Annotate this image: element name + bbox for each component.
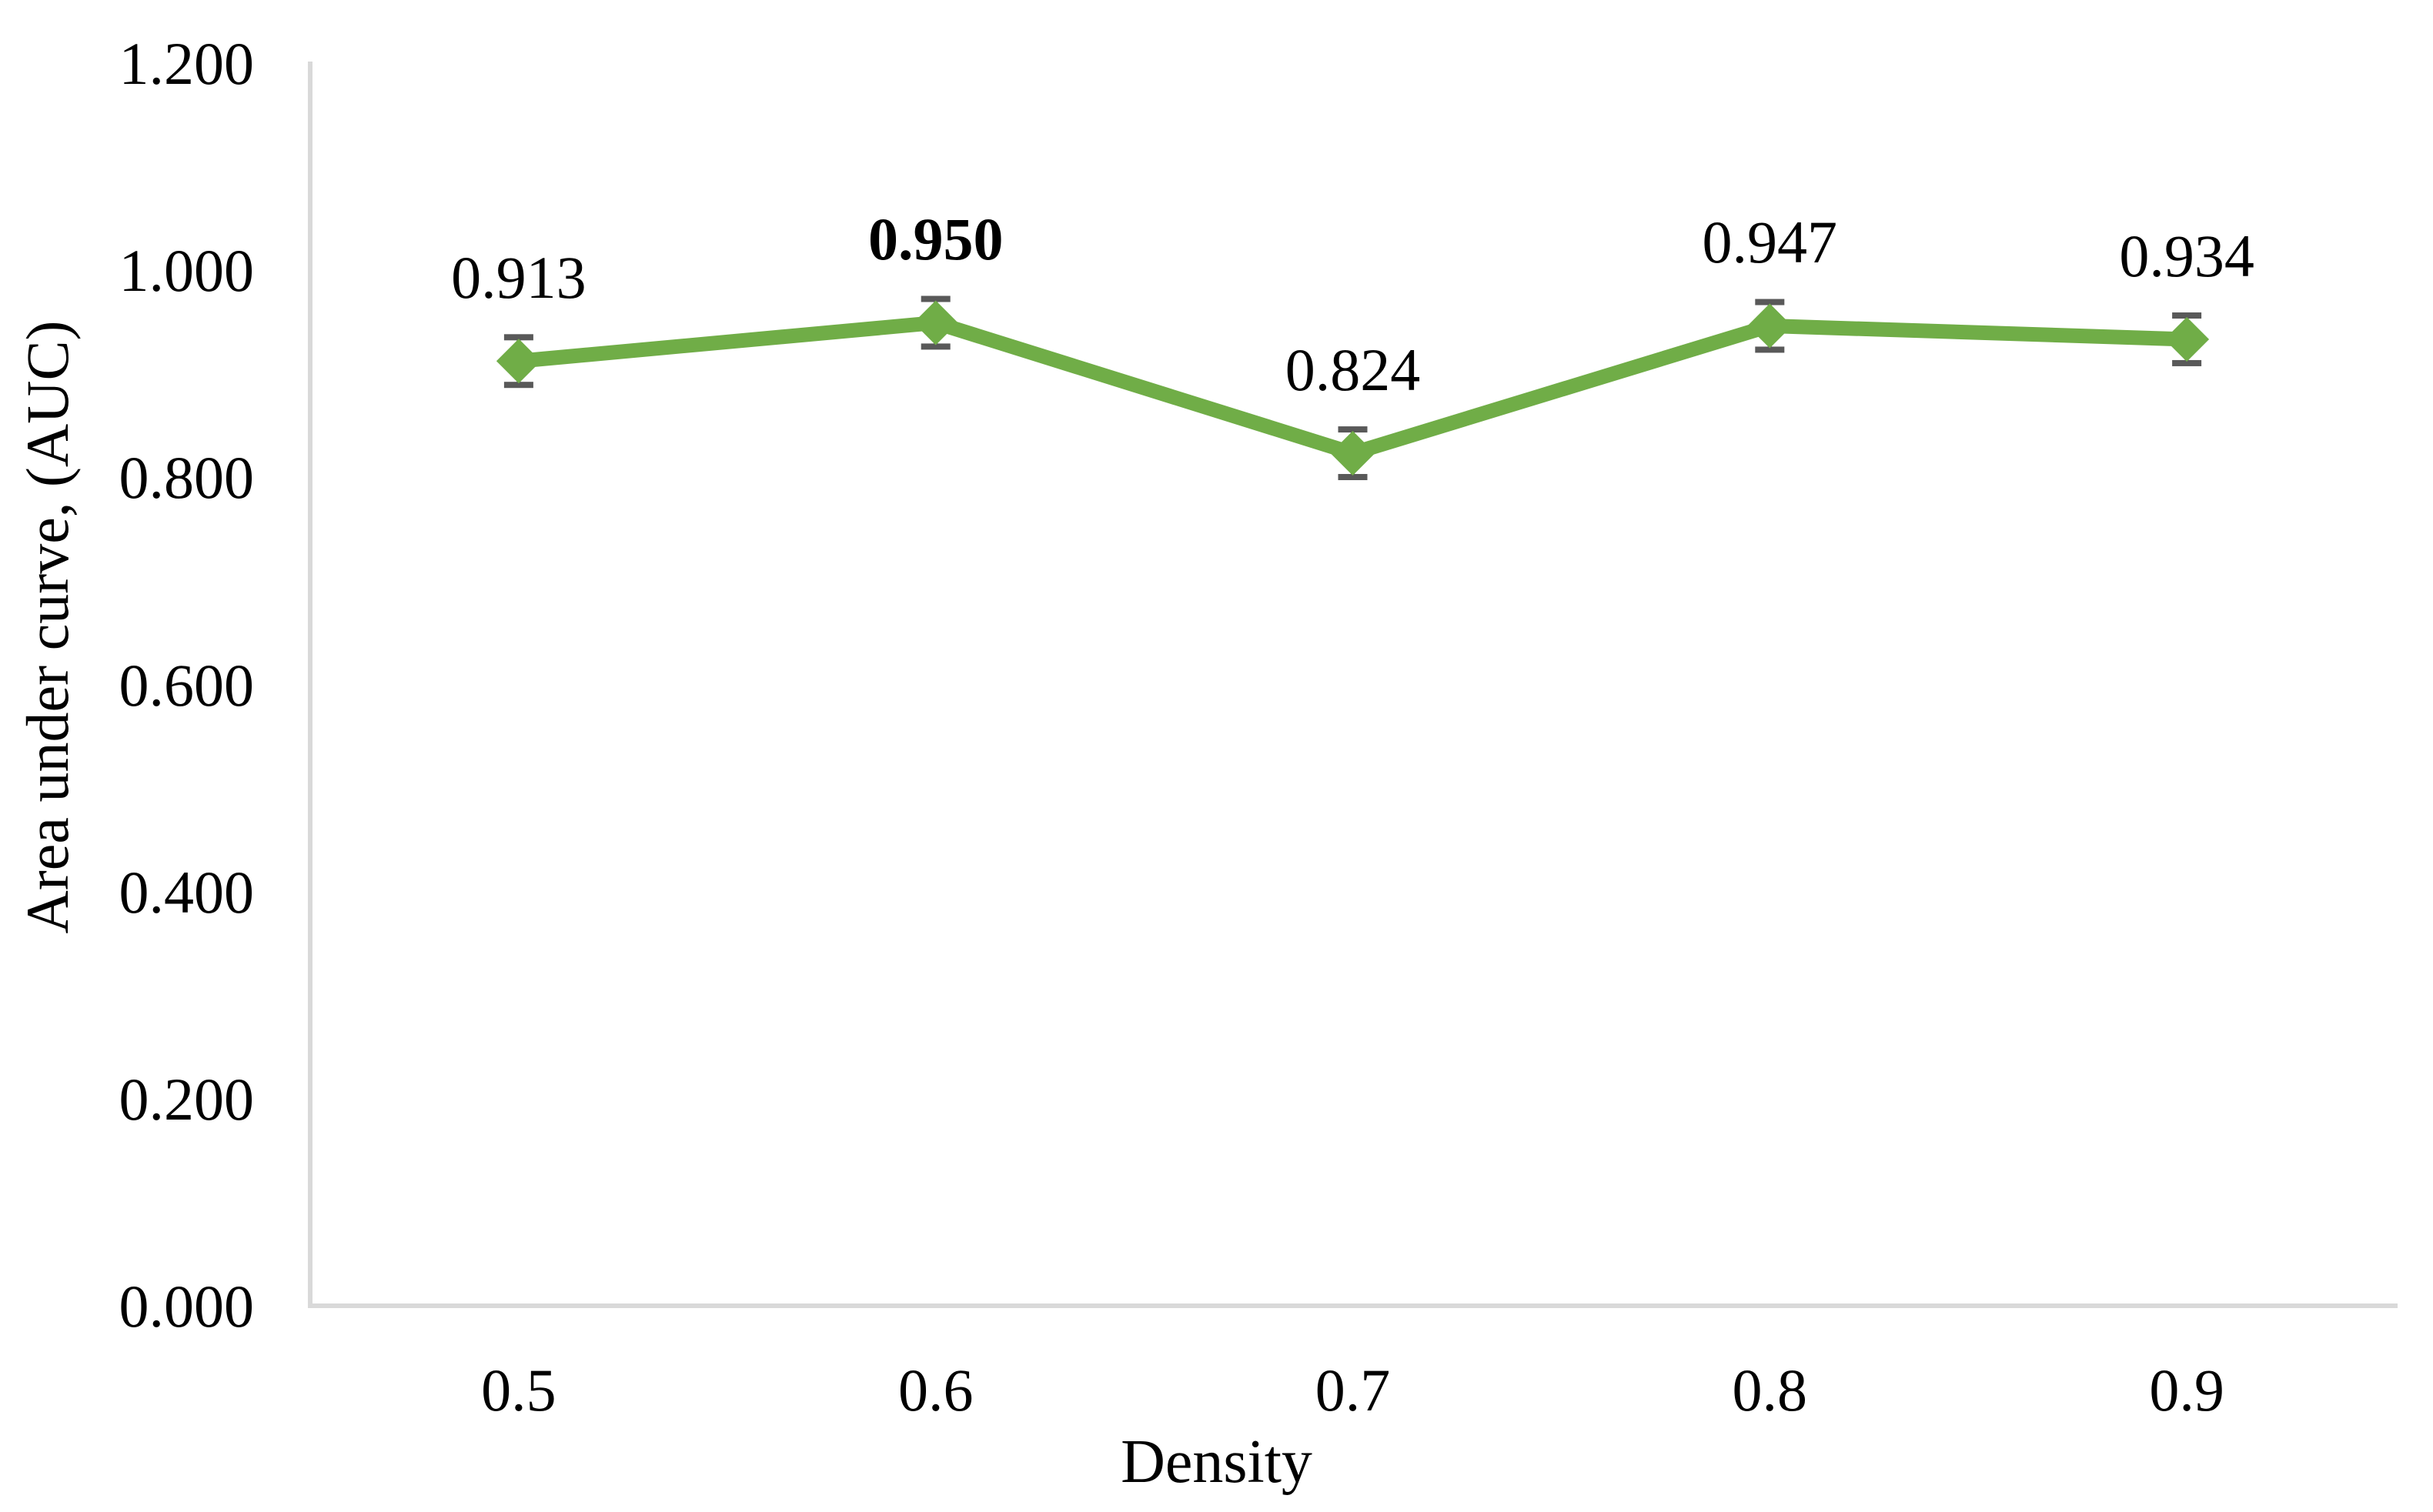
x-axis-line bbox=[308, 1303, 2398, 1308]
data-label: 0.950 bbox=[867, 205, 1004, 273]
x-tick-label: 0.9 bbox=[2149, 1357, 2224, 1424]
y-axis-line bbox=[308, 62, 312, 1308]
y-tick-label: 0.400 bbox=[119, 858, 255, 926]
diamond-marker bbox=[913, 300, 958, 345]
x-axis-title: Density bbox=[1121, 1428, 1312, 1496]
x-tick-label: 0.8 bbox=[1732, 1357, 1808, 1424]
error-bar-cap-bottom bbox=[2172, 359, 2202, 366]
y-tick-label: 1.000 bbox=[119, 237, 255, 305]
y-tick-label: 0.200 bbox=[119, 1065, 255, 1133]
y-tick-label: 0.800 bbox=[119, 444, 255, 512]
diamond-marker bbox=[1747, 303, 1793, 349]
error-bar-cap-top bbox=[503, 334, 533, 341]
data-label: 0.947 bbox=[1702, 209, 1838, 276]
y-tick-label: 1.200 bbox=[119, 30, 255, 97]
data-label: 0.934 bbox=[2119, 222, 2254, 289]
error-bar-cap-bottom bbox=[503, 382, 533, 389]
error-bar-cap-bottom bbox=[1338, 473, 1368, 480]
data-label: 0.824 bbox=[1285, 336, 1421, 404]
error-bar-cap-top bbox=[1338, 426, 1368, 433]
diamond-marker bbox=[496, 339, 541, 384]
error-bar-cap-top bbox=[1755, 299, 1785, 305]
x-tick-label: 0.5 bbox=[481, 1357, 556, 1424]
y-tick-label: 0.600 bbox=[119, 651, 255, 719]
error-bar-cap-bottom bbox=[921, 343, 951, 350]
error-bar-cap-top bbox=[2172, 312, 2202, 319]
diamond-marker bbox=[2164, 316, 2210, 362]
error-bar-cap-bottom bbox=[1755, 346, 1785, 353]
error-bar-cap-top bbox=[921, 295, 951, 302]
data-label: 0.913 bbox=[451, 244, 587, 312]
y-tick-label: 0.000 bbox=[119, 1273, 255, 1340]
x-tick-label: 0.6 bbox=[897, 1357, 974, 1424]
x-tick-label: 0.7 bbox=[1315, 1357, 1391, 1424]
diamond-marker bbox=[1330, 431, 1375, 476]
